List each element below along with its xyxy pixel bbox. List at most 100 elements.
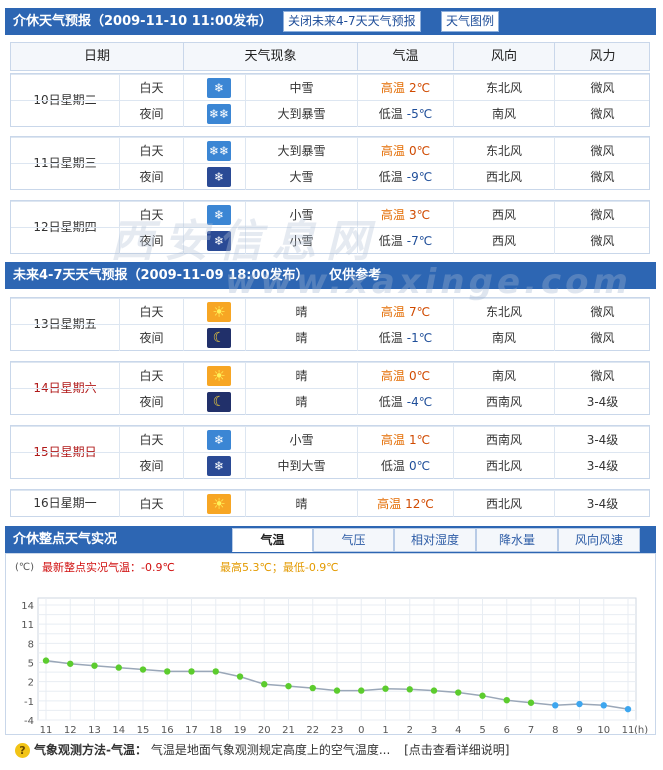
y-tick-label: 14 xyxy=(21,601,34,612)
forecast-day-group: 13日星期五 白天晴东北风 微风 ☀ 高温 7℃ 夜间晴南风 微风 ☾ 低温 -1℃ xyxy=(10,297,650,351)
forecast-wind-force: 3-4级 xyxy=(554,389,650,415)
x-tick-label: 14 xyxy=(112,725,125,734)
y-tick-label: -1 xyxy=(24,697,34,708)
x-tick-label: 16 xyxy=(161,725,174,734)
temperature-data-point xyxy=(552,702,559,709)
forecast-period: 白天 xyxy=(119,299,183,325)
header-date: 日期 xyxy=(83,49,110,64)
temperature-data-point xyxy=(164,668,171,675)
x-tick-label: 11 xyxy=(40,725,53,734)
sun-icon: ☀ xyxy=(207,494,231,514)
x-tick-label: 5 xyxy=(479,725,485,734)
y-tick-label: 5 xyxy=(28,659,34,670)
y-tick-label: 8 xyxy=(28,639,34,650)
y-tick-label: 11 xyxy=(21,620,34,631)
tab-wind[interactable]: 风向风速 xyxy=(558,528,640,552)
forecast-temp-value: -5℃ xyxy=(406,107,433,121)
temperature-data-point xyxy=(236,673,244,680)
forecast-temp: 高温 7℃ xyxy=(357,299,453,325)
note-label: 气象观测方法-气温： xyxy=(34,743,147,757)
forecast-period: 白天 xyxy=(119,138,183,164)
forecast-wind-force: 微风 xyxy=(554,202,650,228)
forecast-icon-cell xyxy=(183,75,245,101)
forecast-temp: 低温 0℃ xyxy=(357,453,453,479)
forecast-title-bar: 介休天气预报（2009-11-10 11:00发布） 关闭未来4-7天天气预报 … xyxy=(5,8,656,35)
y-tick-label: 2 xyxy=(28,678,34,689)
x-tick-label: 12 xyxy=(64,725,77,734)
forecast-wind-direction: 南风 xyxy=(453,363,554,389)
latest-temperature-text: 最新整点实况气温：-0.9℃ xyxy=(42,560,175,574)
forecast-wind-direction: 西南风 xyxy=(453,389,554,415)
forecast-icon-cell xyxy=(183,453,245,479)
forecast-weather: 小雪 xyxy=(245,427,357,453)
forecast-period: 夜间 xyxy=(119,164,183,190)
forecast-icon-cell xyxy=(183,299,245,325)
forecast-period: 夜间 xyxy=(119,389,183,415)
tab-temperature[interactable]: 气温 xyxy=(232,528,313,552)
forecast-icon-cell xyxy=(183,389,245,415)
forecast-header: 日期 天气现象 气温 风向 风力 xyxy=(10,42,650,71)
forecast-temp-label: 高温 xyxy=(380,305,405,319)
forecast-wind-direction: 西北风 xyxy=(453,453,554,479)
forecast-wind-direction: 东北风 xyxy=(453,299,554,325)
temperature-data-point xyxy=(115,664,122,671)
temperature-data-point xyxy=(430,687,438,694)
forecast-temp-label: 低温 xyxy=(378,331,403,345)
forecast-wind-force: 微风 xyxy=(554,75,650,101)
snow-icon: ❄ xyxy=(207,78,231,98)
forecast-period: 夜间 xyxy=(119,101,183,127)
forecast-wind-force: 微风 xyxy=(554,299,650,325)
snow-icon: ❄ xyxy=(207,430,231,450)
x-tick-label: 3 xyxy=(431,725,437,734)
forecast-temp-label: 高温 xyxy=(380,433,405,447)
section-4-7-day-bar: 未来4-7天天气预报（2009-11-09 18:00发布） 仅供参考 xyxy=(5,262,656,289)
tab-pressure[interactable]: 气压 xyxy=(313,528,394,552)
snow-night-icon: ❄ xyxy=(207,456,231,476)
heavy-snow-icon: ❄❄ xyxy=(207,104,231,124)
forecast-temp-label: 低温 xyxy=(378,107,403,121)
x-tick-label: 21 xyxy=(282,725,295,734)
snow-night-icon: ❄ xyxy=(207,231,231,251)
forecast-temp: 低温 -9℃ xyxy=(357,164,453,190)
forecast-icon-cell xyxy=(183,427,245,453)
forecast-row: 白天 小雪 西南风 3-4级 ❄ 高温 1℃ xyxy=(11,426,649,453)
temperature-data-point xyxy=(382,685,389,692)
forecast-wind-direction: 东北风 xyxy=(453,75,554,101)
forecast-wind-force: 微风 xyxy=(554,164,650,190)
x-tick-label: 18 xyxy=(209,725,222,734)
forecast-icon-cell xyxy=(183,363,245,389)
weather-legend-button[interactable]: 天气图例 xyxy=(441,11,500,32)
forecast-weather: 晴 xyxy=(245,325,357,351)
forecast-title: 介休天气预报（2009-11-10 11:00发布） xyxy=(13,14,273,29)
forecast-row: 夜间 晴 西南风 3-4级 ☾ 低温 -4℃ xyxy=(11,388,650,415)
forecast-wind-force: 微风 xyxy=(554,363,650,389)
temperature-data-point xyxy=(91,662,98,669)
sun-icon: ☀ xyxy=(207,366,231,386)
note-detail-link[interactable]: [点击查看详细说明] xyxy=(404,743,510,757)
forecast-wind-force: 微风 xyxy=(554,101,650,127)
forecast-row: 夜间 大到暴雪 南风 微风 ❄❄ 低温 -5℃ xyxy=(11,100,650,127)
forecast-period: 白天 xyxy=(119,363,183,389)
close-4-7-day-forecast-button[interactable]: 关闭未来4-7天天气预报 xyxy=(283,11,421,32)
observation-method-note: ? 气象观测方法-气温： 气温是地面气象观测规定高度上的空气温度... [点击查看… xyxy=(5,738,656,762)
forecast-day-group: 11日星期三 白天 大到暴雪 东北风 微风 ❄❄ 高温 0℃ 夜间 大雪 西北风 微风 ❄ 低温 -9℃ xyxy=(10,136,650,190)
forecast-wind-direction: 西风 xyxy=(453,202,554,228)
snow-night-icon: ❄ xyxy=(207,167,231,187)
forecast-day-group: 15日星期日 白天 小雪 西南风 3-4级 ❄ 高温 1℃ 夜间 中到大雪 西北风 3-4级 ❄ 低温 0℃ xyxy=(10,425,650,479)
tab-humidity[interactable]: 相对湿度 xyxy=(394,528,476,552)
forecast-wind-direction: 东北风 xyxy=(453,138,554,164)
forecast-weather: 中到大雪 xyxy=(245,453,357,479)
forecast-temp-value: 0℃ xyxy=(408,144,431,158)
forecast-wind-direction: 西南风 xyxy=(453,427,554,453)
forecast-row: 白天 晴 西北风 3-4级 ☀ 高温 12℃ xyxy=(11,490,649,517)
forecast-temp-label: 高温 xyxy=(380,144,405,158)
forecast-row: 白天 晴 南风 微风 ☀ 高温 0℃ xyxy=(11,362,650,389)
forecast-weather: 小雪 xyxy=(245,228,357,254)
forecast-weather: 晴 xyxy=(245,299,357,325)
tab-precipitation[interactable]: 降水量 xyxy=(476,528,558,552)
x-tick-label: 22 xyxy=(306,725,319,734)
section-4-7-day-title: 未来4-7天天气预报（2009-11-09 18:00发布） xyxy=(13,268,309,283)
forecast-temp-value: -7℃ xyxy=(406,234,433,248)
x-tick-label: 10 xyxy=(597,725,610,734)
x-tick-label: 2 xyxy=(407,725,413,734)
